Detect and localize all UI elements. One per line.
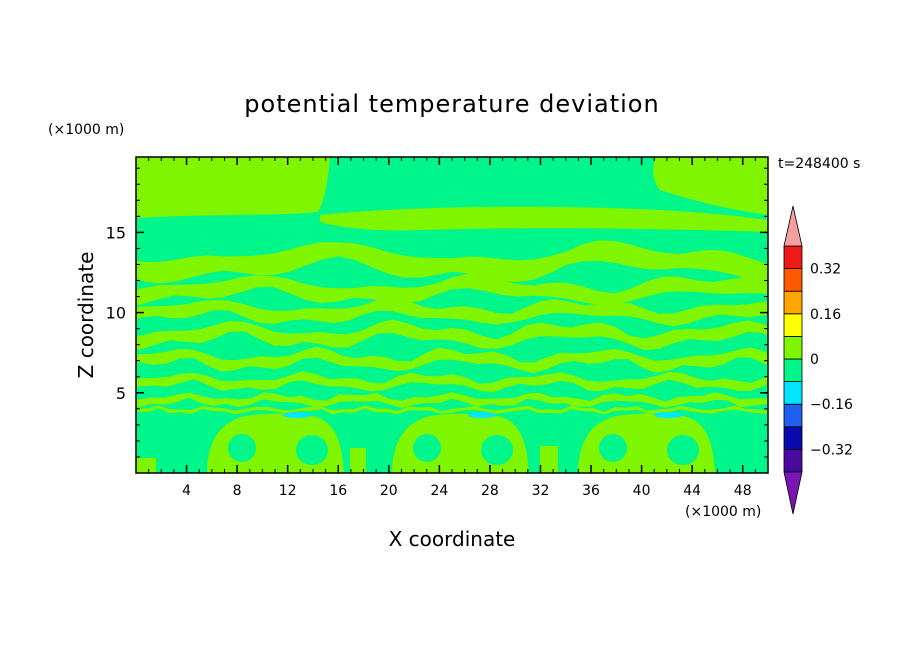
cool-core	[228, 434, 256, 462]
cool-cell	[283, 412, 311, 418]
colorbar-swatch	[783, 313, 803, 337]
cool-core	[599, 434, 627, 462]
x-tick-label: 28	[481, 483, 499, 499]
colorbar-under-triangle	[783, 471, 803, 515]
x-tick-label: 48	[734, 483, 752, 499]
time-label: t=248400 s	[778, 156, 860, 172]
warm-region	[320, 206, 768, 232]
warm-region	[136, 157, 330, 218]
warm-band	[136, 371, 768, 393]
colorbar-label: 0	[810, 352, 819, 368]
warm-band	[136, 392, 768, 409]
cool-core	[413, 434, 441, 462]
colorbar-swatch	[783, 245, 803, 270]
contour-field	[136, 157, 768, 473]
colorbar-over-triangle	[783, 205, 803, 247]
cool-cells	[283, 412, 682, 418]
x-tick-label: 32	[532, 483, 550, 499]
warm-band	[136, 346, 768, 374]
x-tick-label: 20	[380, 483, 398, 499]
warm-region	[653, 157, 768, 215]
y-axis-label: Z coordinate	[74, 252, 98, 379]
cool-core	[481, 435, 513, 465]
x-tick-label: 40	[633, 483, 651, 499]
colorbar-label: 0.32	[810, 262, 841, 278]
warm-band	[136, 319, 768, 351]
x-tick-label: 16	[329, 483, 347, 499]
colorbar-swatch	[783, 358, 803, 383]
warm-band	[136, 273, 768, 306]
cool-cell	[654, 412, 682, 418]
colorbar-swatch	[783, 268, 803, 292]
x-tick-label: 44	[683, 483, 701, 499]
cool-core	[296, 435, 328, 465]
colorbar: 0.32 0.16 0 −0.16 −0.32	[783, 205, 853, 515]
colorbar-swatch	[783, 290, 803, 315]
colorbar-swatch	[783, 403, 803, 428]
colorbar-label: −0.32	[810, 442, 853, 458]
y-axis-unit: (×1000 m)	[48, 122, 124, 138]
y-tick-label: 5	[116, 384, 126, 403]
warm-region	[136, 458, 156, 473]
colorbar-swatch	[783, 381, 803, 405]
warm-band	[136, 240, 768, 284]
x-axis-unit: (×1000 m)	[685, 504, 761, 520]
cool-cell	[468, 412, 496, 418]
chart-title: potential temperature deviation	[244, 90, 659, 118]
x-tick-label: 12	[279, 483, 297, 499]
x-axis: 4 8 12 16 20 24 28 32 36 40 44 48	[148, 157, 756, 499]
warm-region	[540, 446, 558, 473]
colorbar-swatch	[783, 335, 803, 360]
x-tick-label: 4	[182, 483, 191, 499]
colorbar-label: −0.16	[810, 397, 853, 413]
warm-band	[136, 297, 768, 327]
x-tick-label: 8	[233, 483, 242, 499]
y-tick-label: 15	[106, 223, 126, 242]
colorbar-label: 0.16	[810, 307, 841, 323]
y-axis: 5 10 15	[106, 167, 768, 458]
x-axis-label: X coordinate	[389, 527, 516, 551]
colorbar-swatch	[783, 448, 803, 473]
cool-core	[667, 435, 699, 465]
y-tick-label: 10	[106, 304, 126, 323]
x-tick-label: 24	[430, 483, 448, 499]
colorbar-swatch	[783, 426, 803, 450]
x-tick-label: 36	[582, 483, 600, 499]
warm-region	[210, 450, 224, 473]
warm-region	[350, 448, 366, 473]
